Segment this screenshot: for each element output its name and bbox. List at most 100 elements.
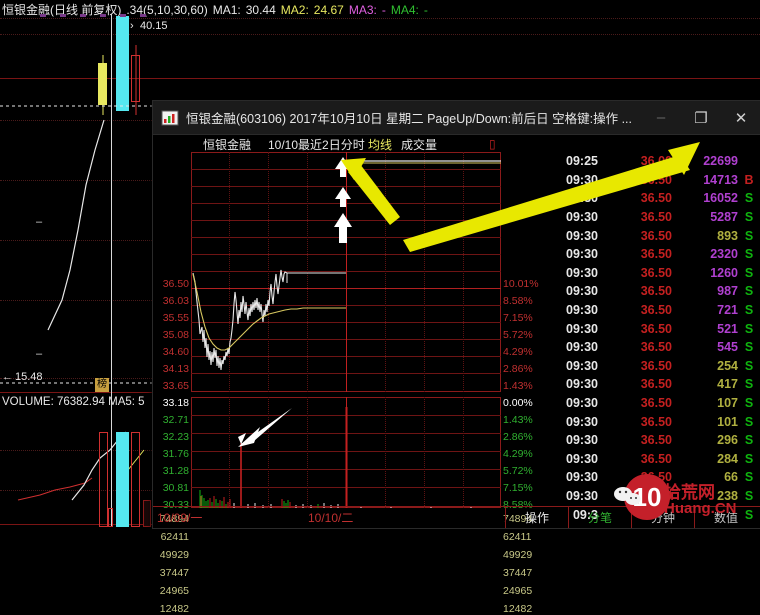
window-bottom-bar[interactable]: 10/09/一 10/10/二 操作 分笔 分钟 数值: [153, 506, 760, 528]
tick-bs-flag: S: [744, 433, 754, 448]
tick-row[interactable]: 09:25 36.00 22699: [536, 152, 760, 171]
window-title-bar[interactable]: 恒银金融(603106) 2017年10月10日 星期二 PageUp/Down…: [153, 101, 760, 135]
tick-price: 36.50: [640, 303, 672, 318]
tick-row[interactable]: 09:30 36.50 721 S: [536, 301, 760, 320]
tick-list[interactable]: 09:25 36.00 22699 09:30 36.50 14713 B 09:30 36.5…: [536, 152, 760, 521]
tick-time: 09:30: [566, 451, 598, 466]
tick-row[interactable]: 09:30 36.50 296 S: [536, 431, 760, 450]
tick-row[interactable]: 09:30 36.50 101 S: [536, 412, 760, 431]
minimize-button[interactable]: –: [656, 109, 666, 126]
tick-time: 09:30: [566, 172, 598, 187]
tick-price: 36.50: [640, 489, 672, 504]
close-button[interactable]: ✕: [734, 109, 748, 127]
maximize-button[interactable]: ❐: [694, 109, 708, 127]
bg-ma4-label: MA4:: [390, 3, 419, 17]
tick-time: 09:30: [566, 303, 598, 318]
tick-volume: 254: [717, 358, 738, 373]
tick-time: 09:30: [566, 377, 598, 392]
tick-row[interactable]: 09:30 36.50 521 S: [536, 319, 760, 338]
tick-bs-flag: S: [744, 191, 754, 206]
bottom-separator: [694, 507, 695, 528]
tick-bs-flag: S: [744, 507, 754, 522]
tick-row[interactable]: 09:30 36.50 5287 S: [536, 208, 760, 227]
pct-tick: 5.72%: [503, 465, 533, 477]
tick-time: 09:30: [566, 433, 598, 448]
bg-volume-bar: [99, 432, 108, 527]
bg-ma1-label: MA1:: [212, 3, 241, 17]
bottom-separator: [568, 507, 569, 528]
bg-ma3-label: MA3:: [348, 3, 377, 17]
tick-time: 09:30: [566, 265, 598, 280]
volume-tick: 37447: [503, 567, 533, 579]
bg-axis-tick: –: [36, 348, 43, 360]
tick-row[interactable]: 09:30 36.50 893 S: [536, 226, 760, 245]
tick-row[interactable]: 09:30 36.50 987 S: [536, 282, 760, 301]
bg-axis-tick: –: [36, 216, 43, 228]
pct-tick: 5.72%: [503, 329, 533, 341]
volume-tick: 24965: [159, 585, 189, 597]
tick-row[interactable]: 09:30 36.50 66 S: [536, 468, 760, 487]
tick-row[interactable]: 09:30 36.50 545 S: [536, 338, 760, 357]
pct-tick: 1.43%: [503, 414, 533, 426]
price-tick: 36.50: [162, 278, 189, 290]
price-vgrid: [385, 152, 386, 392]
tick-volume: 296: [717, 433, 738, 448]
tick-bs-flag: S: [744, 228, 754, 243]
inner-ma-label: 均线: [368, 138, 393, 152]
tab-operation[interactable]: 操作: [524, 511, 549, 525]
tab-tick[interactable]: 分笔: [587, 511, 612, 525]
volume-vgrid: [463, 397, 464, 508]
tick-volume: 721: [717, 303, 738, 318]
volume-pane[interactable]: [191, 397, 501, 508]
pct-tick: 2.86%: [503, 431, 533, 443]
bg-volume-bar: [116, 432, 129, 527]
minute-chart-window[interactable]: 恒银金融(603106) 2017年10月10日 星期二 PageUp/Down…: [152, 100, 760, 614]
inner-stock-name: 恒银金融: [203, 138, 252, 152]
bg-ma2-label: MA2:: [280, 3, 309, 17]
tick-time: 09:30: [566, 414, 598, 429]
price-pane[interactable]: [191, 152, 501, 392]
background-chart-title: 恒银金融(日线 前复权) .34(5,10,30,60) MA1: 30.44 MA2:…: [2, 1, 433, 18]
tick-price: 36.50: [640, 321, 672, 336]
tick-price: 36.50: [640, 414, 672, 429]
bg-ma3-value: -: [381, 3, 386, 17]
tick-bs-flag: S: [744, 265, 754, 280]
pct-tick: 10.01%: [503, 278, 539, 290]
tick-row[interactable]: 09:30 36.50 417 S: [536, 375, 760, 394]
tick-row[interactable]: 09:30 36.50 238 S: [536, 487, 760, 506]
tick-row[interactable]: 09:30 36.50 107 S: [536, 394, 760, 413]
tick-volume: 417: [717, 377, 738, 392]
price-tick: 34.60: [162, 346, 189, 358]
tick-volume: 2320: [710, 247, 738, 262]
bg-cjl-label: 榜: [95, 378, 109, 392]
volume-vgrid: [307, 397, 308, 508]
tick-row[interactable]: 09:30 36.50 14713 B: [536, 171, 760, 190]
volume-tick: 49929: [503, 549, 533, 561]
price-tick: 30.33: [162, 499, 189, 511]
tick-time: 09:30: [566, 358, 598, 373]
bg-stock-name: 恒银金融(日线 前复权): [2, 3, 122, 17]
bg-ma2-value: 24.67: [313, 3, 344, 17]
tick-price: 36.50: [640, 247, 672, 262]
price-tick: 34.13: [162, 363, 189, 375]
volume-tick: 37447: [159, 567, 189, 579]
volume-tick: 74894: [503, 513, 533, 525]
pct-tick: 8.58%: [503, 295, 533, 307]
tick-time: 09:30: [566, 228, 598, 243]
tick-row[interactable]: 09:30 36.50 1260 S: [536, 264, 760, 283]
tick-volume: 22699: [703, 154, 738, 169]
volume-vgrid: [385, 397, 386, 508]
tick-row[interactable]: 09:30 36.50 16052 S: [536, 189, 760, 208]
tick-row[interactable]: 09:30 36.50 254 S: [536, 357, 760, 376]
tick-row[interactable]: 09:3 S: [536, 505, 760, 524]
volume-tick: 62411: [503, 531, 532, 543]
bg-volume-line: VOLUME: 76382.94 MA5: 5: [2, 396, 145, 408]
tick-row[interactable]: 09:30 36.50 2320 S: [536, 245, 760, 264]
tick-row[interactable]: 09:30 36.50 284 S: [536, 450, 760, 469]
bg-grid-row: [0, 34, 760, 35]
tab-minute[interactable]: 分钟: [650, 511, 675, 525]
tab-value[interactable]: 数值: [713, 511, 738, 525]
tick-price: 36.50: [640, 451, 672, 466]
window-controls[interactable]: – ❐ ✕: [641, 101, 760, 134]
